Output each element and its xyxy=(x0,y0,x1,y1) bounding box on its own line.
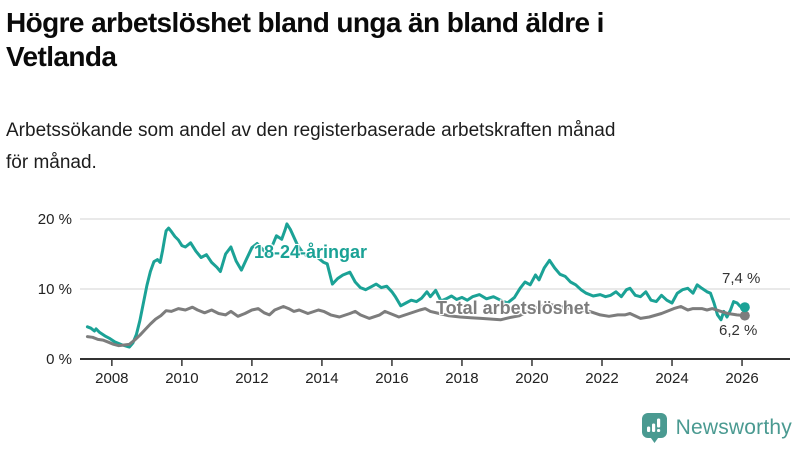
end-value-label-total: 6,2 % xyxy=(719,322,758,339)
x-axis-tick-label: 2016 xyxy=(375,370,408,387)
series-line-total xyxy=(85,302,747,348)
x-axis-tick-label: 2010 xyxy=(165,370,198,387)
chart-title-line1: Högre arbetslöshet bland unga än bland ä… xyxy=(6,7,604,38)
end-value-label-youth: 7,4 % xyxy=(722,270,761,287)
x-axis-tick-label: 2022 xyxy=(585,370,618,387)
y-axis-tick-label: 10 % xyxy=(38,281,72,298)
chart-subtitle-line1: Arbetssökande som andel av den registerb… xyxy=(6,120,616,141)
x-axis-tick-label: 2026 xyxy=(725,370,758,387)
logo-bubble-tail xyxy=(649,436,660,443)
chart-subtitle-line2: för månad. xyxy=(6,152,97,173)
series-line-youth xyxy=(85,222,747,349)
x-axis-tick-label: 2014 xyxy=(305,370,338,387)
x-axis-tick-label: 2018 xyxy=(445,370,478,387)
bar-chart-speech-bubble-icon xyxy=(641,413,667,443)
series-label-youth: 18-24-åringar xyxy=(254,242,368,262)
x-axis-tick-label: 2024 xyxy=(655,370,688,387)
x-axis-tick-label: 2008 xyxy=(95,370,128,387)
newsworthy-logo: Newsworthy xyxy=(641,412,792,443)
chart-title: Högre arbetslöshet bland unga än bland ä… xyxy=(6,6,786,74)
series-end-dot-total xyxy=(739,310,750,321)
chart-title-line2: Vetlanda xyxy=(6,41,117,72)
chart-subtitle: Arbetssökande som andel av den registerb… xyxy=(6,115,786,179)
x-axis-tick-label: 2012 xyxy=(235,370,268,387)
y-axis-tick-label: 20 % xyxy=(38,211,72,228)
x-axis-tick-label: 2020 xyxy=(515,370,548,387)
newsworthy-logo-text: Newsworthy xyxy=(675,415,792,439)
series-end-dot-youth xyxy=(739,302,750,313)
series-label-total: Total arbetslöshet xyxy=(436,298,590,318)
y-axis-tick-label: 0 % xyxy=(46,351,72,368)
